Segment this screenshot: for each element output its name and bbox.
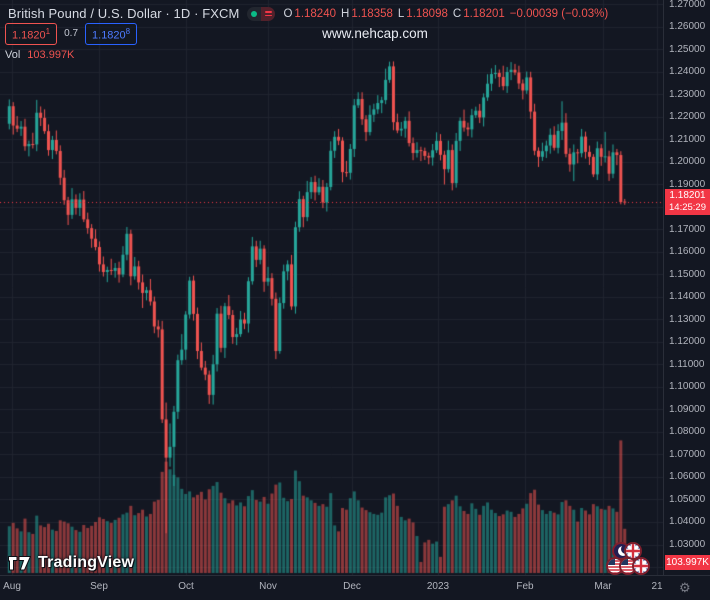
- market-open-dot-icon: [247, 6, 262, 21]
- ohlc-readout: O 1.18240 H 1.18358 L 1.18098 C 1.18201 …: [283, 8, 608, 20]
- price-axis-label: 1.17000: [669, 223, 706, 235]
- low-value: 1.18098: [406, 7, 448, 20]
- price-axis-label: 1.19000: [669, 178, 706, 190]
- bar-countdown: 14:25:29: [669, 202, 706, 214]
- price-axis-label: 1.20000: [669, 156, 706, 167]
- open-label: O: [283, 7, 293, 20]
- spread-value: 0.7: [64, 28, 79, 40]
- price-axis-label: 1.04000: [669, 516, 706, 527]
- quote-row: 1.18201 0.7 1.18208: [5, 23, 138, 45]
- us-flag-icon: [606, 557, 624, 575]
- price-axis-label: 1.22000: [669, 111, 706, 122]
- sell-bid-button[interactable]: 1.18201: [5, 23, 58, 45]
- gear-icon[interactable]: ⚙: [679, 580, 691, 595]
- price-axis-label: 1.06000: [669, 471, 706, 482]
- volume-value: 103.997K: [27, 49, 75, 61]
- open-value: 1.18240: [294, 7, 336, 20]
- candlestick-chart-canvas[interactable]: [0, 0, 663, 575]
- price-axis-label: 1.07000: [669, 448, 706, 460]
- economic-event-markers[interactable]: [606, 542, 664, 578]
- tradingview-mark-icon: [8, 555, 31, 570]
- market-status-toggle[interactable]: [247, 6, 276, 21]
- last-price-value: 1.18201: [669, 190, 706, 202]
- buy-ask-button[interactable]: 1.18208: [85, 23, 138, 45]
- news-lines-icon: [261, 6, 276, 21]
- price-axis-label: 1.26000: [669, 21, 706, 32]
- watermark-text: www.nehcap.com: [322, 26, 428, 41]
- price-axis-label: 1.12000: [669, 336, 706, 347]
- us-flag-icon: [619, 557, 637, 575]
- time-axis-label: Oct: [178, 581, 194, 592]
- price-axis-label: 1.08000: [669, 426, 706, 437]
- high-label: H: [341, 7, 350, 20]
- price-axis-label: 1.24000: [669, 66, 706, 77]
- price-axis-label: 1.13000: [669, 313, 706, 325]
- tradingview-logo-text: TradingView: [38, 554, 135, 571]
- close-value: 1.18201: [463, 7, 505, 20]
- volume-badge: 103.997K: [665, 555, 710, 570]
- price-axis-label: 1.21000: [669, 133, 706, 145]
- price-axis-label: 1.25000: [669, 43, 706, 55]
- close-label: C: [452, 7, 462, 20]
- price-axis-label: 1.03000: [669, 538, 706, 550]
- price-axis[interactable]: 1.18201 14:25:29 103.997K 1.27000 1.26000…: [663, 0, 710, 575]
- price-axis-label: 1.23000: [669, 88, 706, 100]
- uk-flag-icon: [624, 542, 642, 560]
- tradingview-logo[interactable]: TradingView: [8, 554, 134, 572]
- time-axis-label: Mar: [594, 581, 612, 592]
- time-axis-label: Dec: [343, 581, 361, 592]
- price-axis-label: 1.27000: [669, 0, 706, 10]
- low-label: L: [397, 7, 405, 20]
- volume-label: Vol: [5, 49, 21, 61]
- price-axis-label: 1.11000: [669, 358, 705, 370]
- price-axis-label: 1.14000: [669, 291, 706, 302]
- time-axis-label: Nov: [259, 581, 277, 592]
- uk-flag-icon: [632, 557, 650, 575]
- time-axis-label: Sep: [90, 581, 108, 592]
- chart-legend: British Pound / U.S. Dollar · 1D · FXCM …: [8, 6, 608, 21]
- time-axis[interactable]: ⚙ Aug Sep Oct Nov Dec 2023 Feb Mar 21: [0, 575, 710, 600]
- time-axis-label: 2023: [426, 581, 450, 592]
- time-axis-label: 21: [651, 581, 663, 592]
- price-axis-label: 1.09000: [669, 403, 706, 415]
- volume-legend[interactable]: Vol 103.997K: [5, 49, 74, 61]
- price-axis-label: 1.15000: [669, 268, 706, 280]
- symbol-title[interactable]: British Pound / U.S. Dollar · 1D · FXCM: [8, 6, 240, 21]
- change-value: −0.00039 (−0.03%): [509, 7, 609, 20]
- price-axis-label: 1.16000: [669, 246, 706, 257]
- high-value: 1.18358: [351, 7, 393, 20]
- price-axis-label: 1.05000: [669, 493, 706, 505]
- last-price-badge: 1.18201 14:25:29: [665, 189, 710, 216]
- time-axis-label: Feb: [516, 581, 534, 592]
- price-axis-label: 1.10000: [669, 381, 706, 392]
- time-axis-label: Aug: [3, 581, 21, 592]
